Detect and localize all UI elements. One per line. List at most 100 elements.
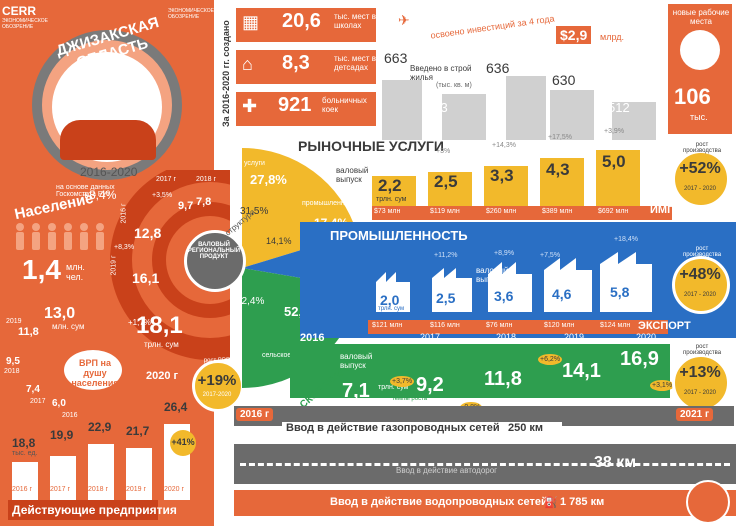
grp-2018-value: 7,8 [196,196,212,208]
factory-2018 [488,262,532,312]
agri-growth-1: +3,7% [390,376,415,387]
services-growth-3: +17,5% [548,134,572,141]
housing-2018: 636 [486,60,510,76]
agri-2020: 16,9 [620,348,659,370]
factory-2019 [544,258,592,312]
industry-rate-badge [672,256,730,314]
per-capita-2017-value: 7,4 [26,384,40,395]
factory-2020 [600,252,652,312]
water-label: Ввод в действие водопроводных сетей [330,496,548,508]
import-label: ИМПОРТ [650,204,698,216]
import-2019: $389 млн [542,208,573,215]
enterprise-unit: тыс. ед. [12,450,38,457]
gas-value: 250 км [508,422,544,434]
grp-2020-unit: трлн. сум [144,340,179,349]
timeline-start: 2016 г [236,408,274,421]
vrp-growth-badge [192,360,244,412]
agri-2019: 14,1 [562,360,601,382]
water-tap-icon: ⛽ [544,497,558,509]
factory-2016 [376,272,410,312]
grp-center-badge [184,230,246,292]
services-2019: 4,3 [546,160,570,179]
industry-rate-years: 2017 - 2020 [683,292,717,298]
agri-rate-badge [672,354,730,412]
industry-rate-label: рост производства [682,246,722,258]
data-source-note: на основе данных Госкомстата РУз [56,184,115,198]
kindergarten-value: 8,3 [282,52,310,74]
export-band [368,320,668,334]
road-markings [240,463,730,466]
enterprises-banner [8,500,158,520]
kindergarten-label: тыс. мест в детсадах [334,54,376,72]
grp-growth-3: +1,7% [128,318,151,327]
grp-2017-value: 9,7 [178,200,194,212]
industry-growth-2: +8,9% [494,250,515,257]
import-2017: $119 млн [430,208,460,215]
jobs-label: новые рабочие места [672,8,730,26]
services-title: РЫНОЧНЫЕ УСЛУГИ [298,138,444,154]
enterprise-bar-2019 [126,448,152,500]
agri-rate-years: 2017 - 2020 [683,390,717,396]
services-rate-label: рост производства [682,142,722,154]
factories-svg [376,252,652,312]
industry-growth-3: +7,5% [540,252,561,259]
industry-unit: трлн. сум [378,306,405,312]
industry-2020: 5,8 [610,284,630,300]
services-output-label: валовый выпуск [336,166,369,184]
enterprise-bar-2016 [12,462,38,500]
export-2017: $116 млн [430,322,460,329]
grp-growth-2: +8,3% [114,244,135,251]
agriculture-band [290,344,670,398]
services-2017: 2,5 [434,172,458,191]
brand-logo: CERR [2,4,37,18]
enterprise-year-2020: 2020 г [164,486,185,493]
vrp-growth-years: 2017-2020 [202,392,232,398]
people-icon [60,120,156,160]
gas-label: Ввод в действие газопроводных сетей [286,422,500,434]
grp-2016-value: 12,8 [134,225,162,241]
services-growth-4: +3,9% [604,128,625,135]
grp-growth-1: +3,5% [152,192,173,199]
investment-unit: млрд. [600,32,624,42]
housing-label: Введено в строй жилья [410,64,472,82]
enterprise-value-2016: 18,8 [12,436,36,450]
per-capita-2016-value: 6,0 [52,398,66,409]
agri-rate-label: рост производства [682,344,722,356]
per-capita-2017-year: 2017 [30,398,46,405]
hospital-bed-icon: ✚ [242,96,258,116]
housing-unit: (тыс. кв. м) [436,82,472,89]
investment-label: освоено инвестиций за 4 года [429,13,556,41]
water-drop-icon [686,480,730,524]
vrp-growth-label: рост ВРП [203,358,231,364]
services-2020: 5,0 [602,152,626,171]
enterprise-year-2016: 2016 г [12,486,33,493]
services-growth-1: +3% [436,148,451,155]
jobs-value: 106 [674,84,711,109]
housing-2017: 553 [426,100,448,115]
gas-label-box [282,422,562,438]
enterprises-label: Действующие предприятия [12,503,177,517]
services-growth-2: +14,3% [492,142,516,149]
per-capita-2019-year: 2019 [6,318,22,325]
services-name: услуги [244,160,265,167]
agriculture-output-label: валовый выпуск [340,352,373,370]
grp-2016-year: 2016 г [120,203,128,224]
kindergarten-icon: ⌂ [242,54,253,74]
population-growth: +8,4% [82,188,117,202]
schools-value: 20,6 [282,10,321,32]
enterprise-bar-2018 [88,444,114,500]
industry-share-2020: 14,1% [266,236,292,246]
road-label: Ввод в действие автодорог [396,466,498,475]
industry-name: промышленность [302,200,359,207]
brand-subtitle: ЭКОНОМИЧЕСКОЕ ОБОЗРЕНИЕ [2,18,48,30]
services-rate-badge [672,150,730,208]
enterprise-bar-2017 [50,456,76,500]
hospital-value: 921 [278,94,312,116]
industry-growth-4: +18,4% [614,236,638,243]
housing-2020: 512 [608,100,630,115]
enterprise-year-2019: 2019 г [126,486,147,493]
services-rate-years: 2017 - 2020 [683,186,717,192]
services-2018: 3,3 [490,166,514,185]
population-icons [12,222,112,252]
agri-share-2020: 52,4% [236,296,265,307]
